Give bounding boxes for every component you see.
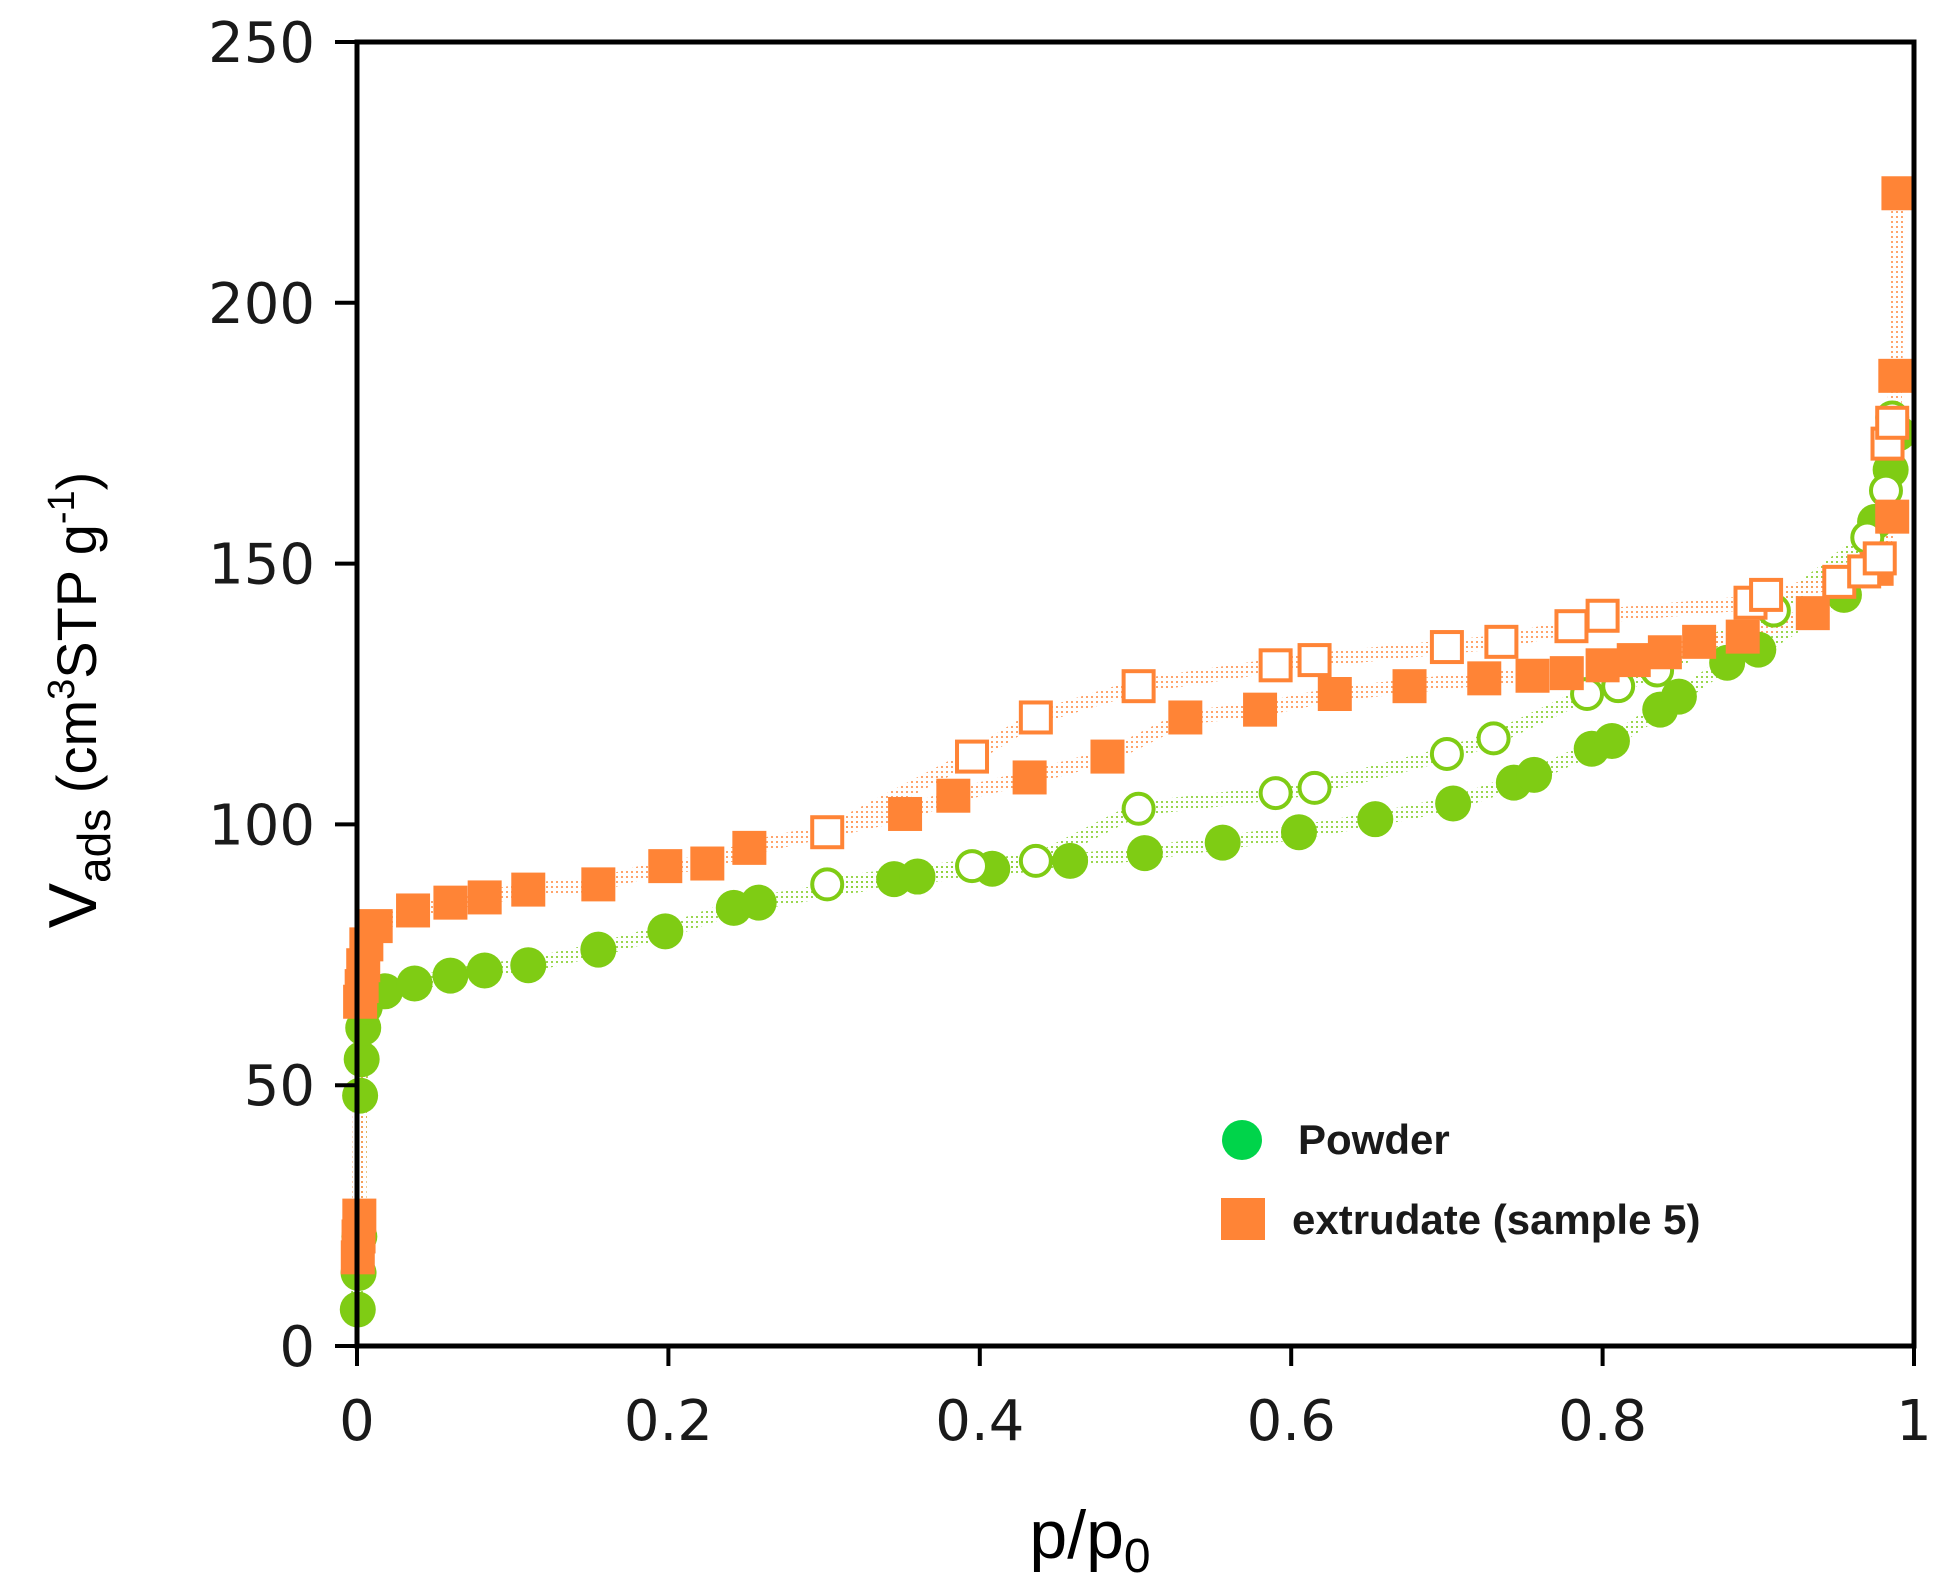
plot-frame [354, 39, 1917, 1349]
x-tick-label: 1 [1896, 1389, 1932, 1454]
data-point [899, 858, 936, 895]
legend-marker-powder [1222, 1120, 1262, 1160]
data-point [1709, 644, 1746, 681]
data-point [1317, 677, 1352, 711]
data-point [510, 947, 547, 984]
data-point [1357, 801, 1394, 838]
data-point [1484, 624, 1519, 659]
data-point [732, 830, 767, 865]
data-point [1875, 405, 1910, 440]
data-point [396, 893, 431, 928]
data-point [1090, 739, 1125, 774]
data-point [1168, 700, 1203, 735]
data-point [1018, 843, 1053, 878]
x-tick-label: 0.2 [624, 1389, 713, 1454]
data-point [581, 867, 616, 902]
data-point [810, 815, 845, 850]
y-tick-label: 50 [244, 1054, 315, 1119]
y-axis-title: Vads (cm3STP g-1) [35, 472, 120, 929]
data-point [1012, 760, 1047, 795]
data-point [1258, 776, 1293, 811]
data-point [1018, 700, 1053, 735]
data-point [1881, 176, 1916, 211]
data-point [1647, 635, 1682, 670]
data-point [955, 739, 990, 774]
data-point [690, 846, 725, 881]
x-tick-label: 0.6 [1247, 1389, 1336, 1454]
data-point [433, 885, 468, 920]
data-point [1297, 643, 1332, 678]
data-point [467, 880, 502, 915]
legend-label-powder: Powder [1298, 1116, 1450, 1163]
data-point [343, 1041, 380, 1078]
data-point [1121, 669, 1156, 704]
x-tick-label: 0 [339, 1389, 375, 1454]
legend-label-extrudate: extrudate (sample 5) [1292, 1196, 1700, 1243]
data-point [1467, 661, 1502, 696]
data-point [1660, 678, 1697, 715]
data-point [1204, 824, 1241, 861]
data-point [1121, 791, 1156, 826]
x-axis-title: p/p0 [1029, 1497, 1150, 1579]
data-point [1435, 785, 1472, 822]
data-point [1243, 692, 1278, 727]
data-point [1476, 721, 1511, 756]
data-point [1429, 630, 1464, 665]
legend: Powder extrudate (sample 5) [1221, 1116, 1700, 1243]
x-tick-label: 0.8 [1558, 1389, 1647, 1454]
data-point [936, 778, 971, 813]
data-point [1515, 658, 1550, 693]
x-tick-label: 0.4 [935, 1389, 1024, 1454]
data-point [1258, 648, 1293, 683]
legend-marker-extrudate [1221, 1198, 1265, 1240]
data-point [740, 884, 777, 921]
y-tick-label: 0 [279, 1315, 315, 1380]
tick-labels: 0 0.2 0.4 0.6 0.8 1 0 50 100 150 200 250 [208, 11, 1932, 1454]
data-point [888, 796, 923, 831]
data-point [1725, 619, 1760, 654]
data-point [1516, 756, 1553, 793]
series-lines [350, 193, 1906, 1310]
data-point [810, 867, 845, 902]
data-point [1280, 814, 1317, 851]
data-point [648, 849, 683, 884]
data-point [1875, 499, 1910, 534]
data-point [1392, 669, 1427, 704]
data-point [1126, 835, 1163, 872]
data-point [1549, 656, 1584, 691]
axis-ticks [335, 40, 1916, 1366]
data-point [1593, 722, 1630, 759]
data-point [955, 849, 990, 884]
data-point [1862, 541, 1897, 576]
data-point [1878, 358, 1913, 393]
data-point [1429, 736, 1464, 771]
data-point [511, 872, 546, 907]
data-point [1795, 596, 1830, 631]
data-point [432, 957, 469, 994]
data-point [1585, 648, 1620, 683]
data-point [1297, 770, 1332, 805]
data-point [1052, 842, 1089, 879]
data-point [1616, 643, 1651, 678]
y-tick-label: 150 [208, 533, 315, 598]
data-point [342, 1077, 379, 1114]
data-point [358, 909, 393, 944]
data-point [1585, 598, 1620, 633]
data-point [1749, 577, 1784, 612]
y-tick-label: 250 [208, 11, 315, 76]
data-point [466, 952, 503, 989]
y-tick-label: 100 [208, 793, 315, 858]
data-point [1554, 609, 1589, 644]
y-tick-label: 200 [208, 272, 315, 337]
data-point [396, 965, 433, 1002]
data-point [1682, 624, 1717, 659]
series-markers [339, 176, 1917, 1328]
data-point [647, 913, 684, 950]
data-point [580, 931, 617, 968]
